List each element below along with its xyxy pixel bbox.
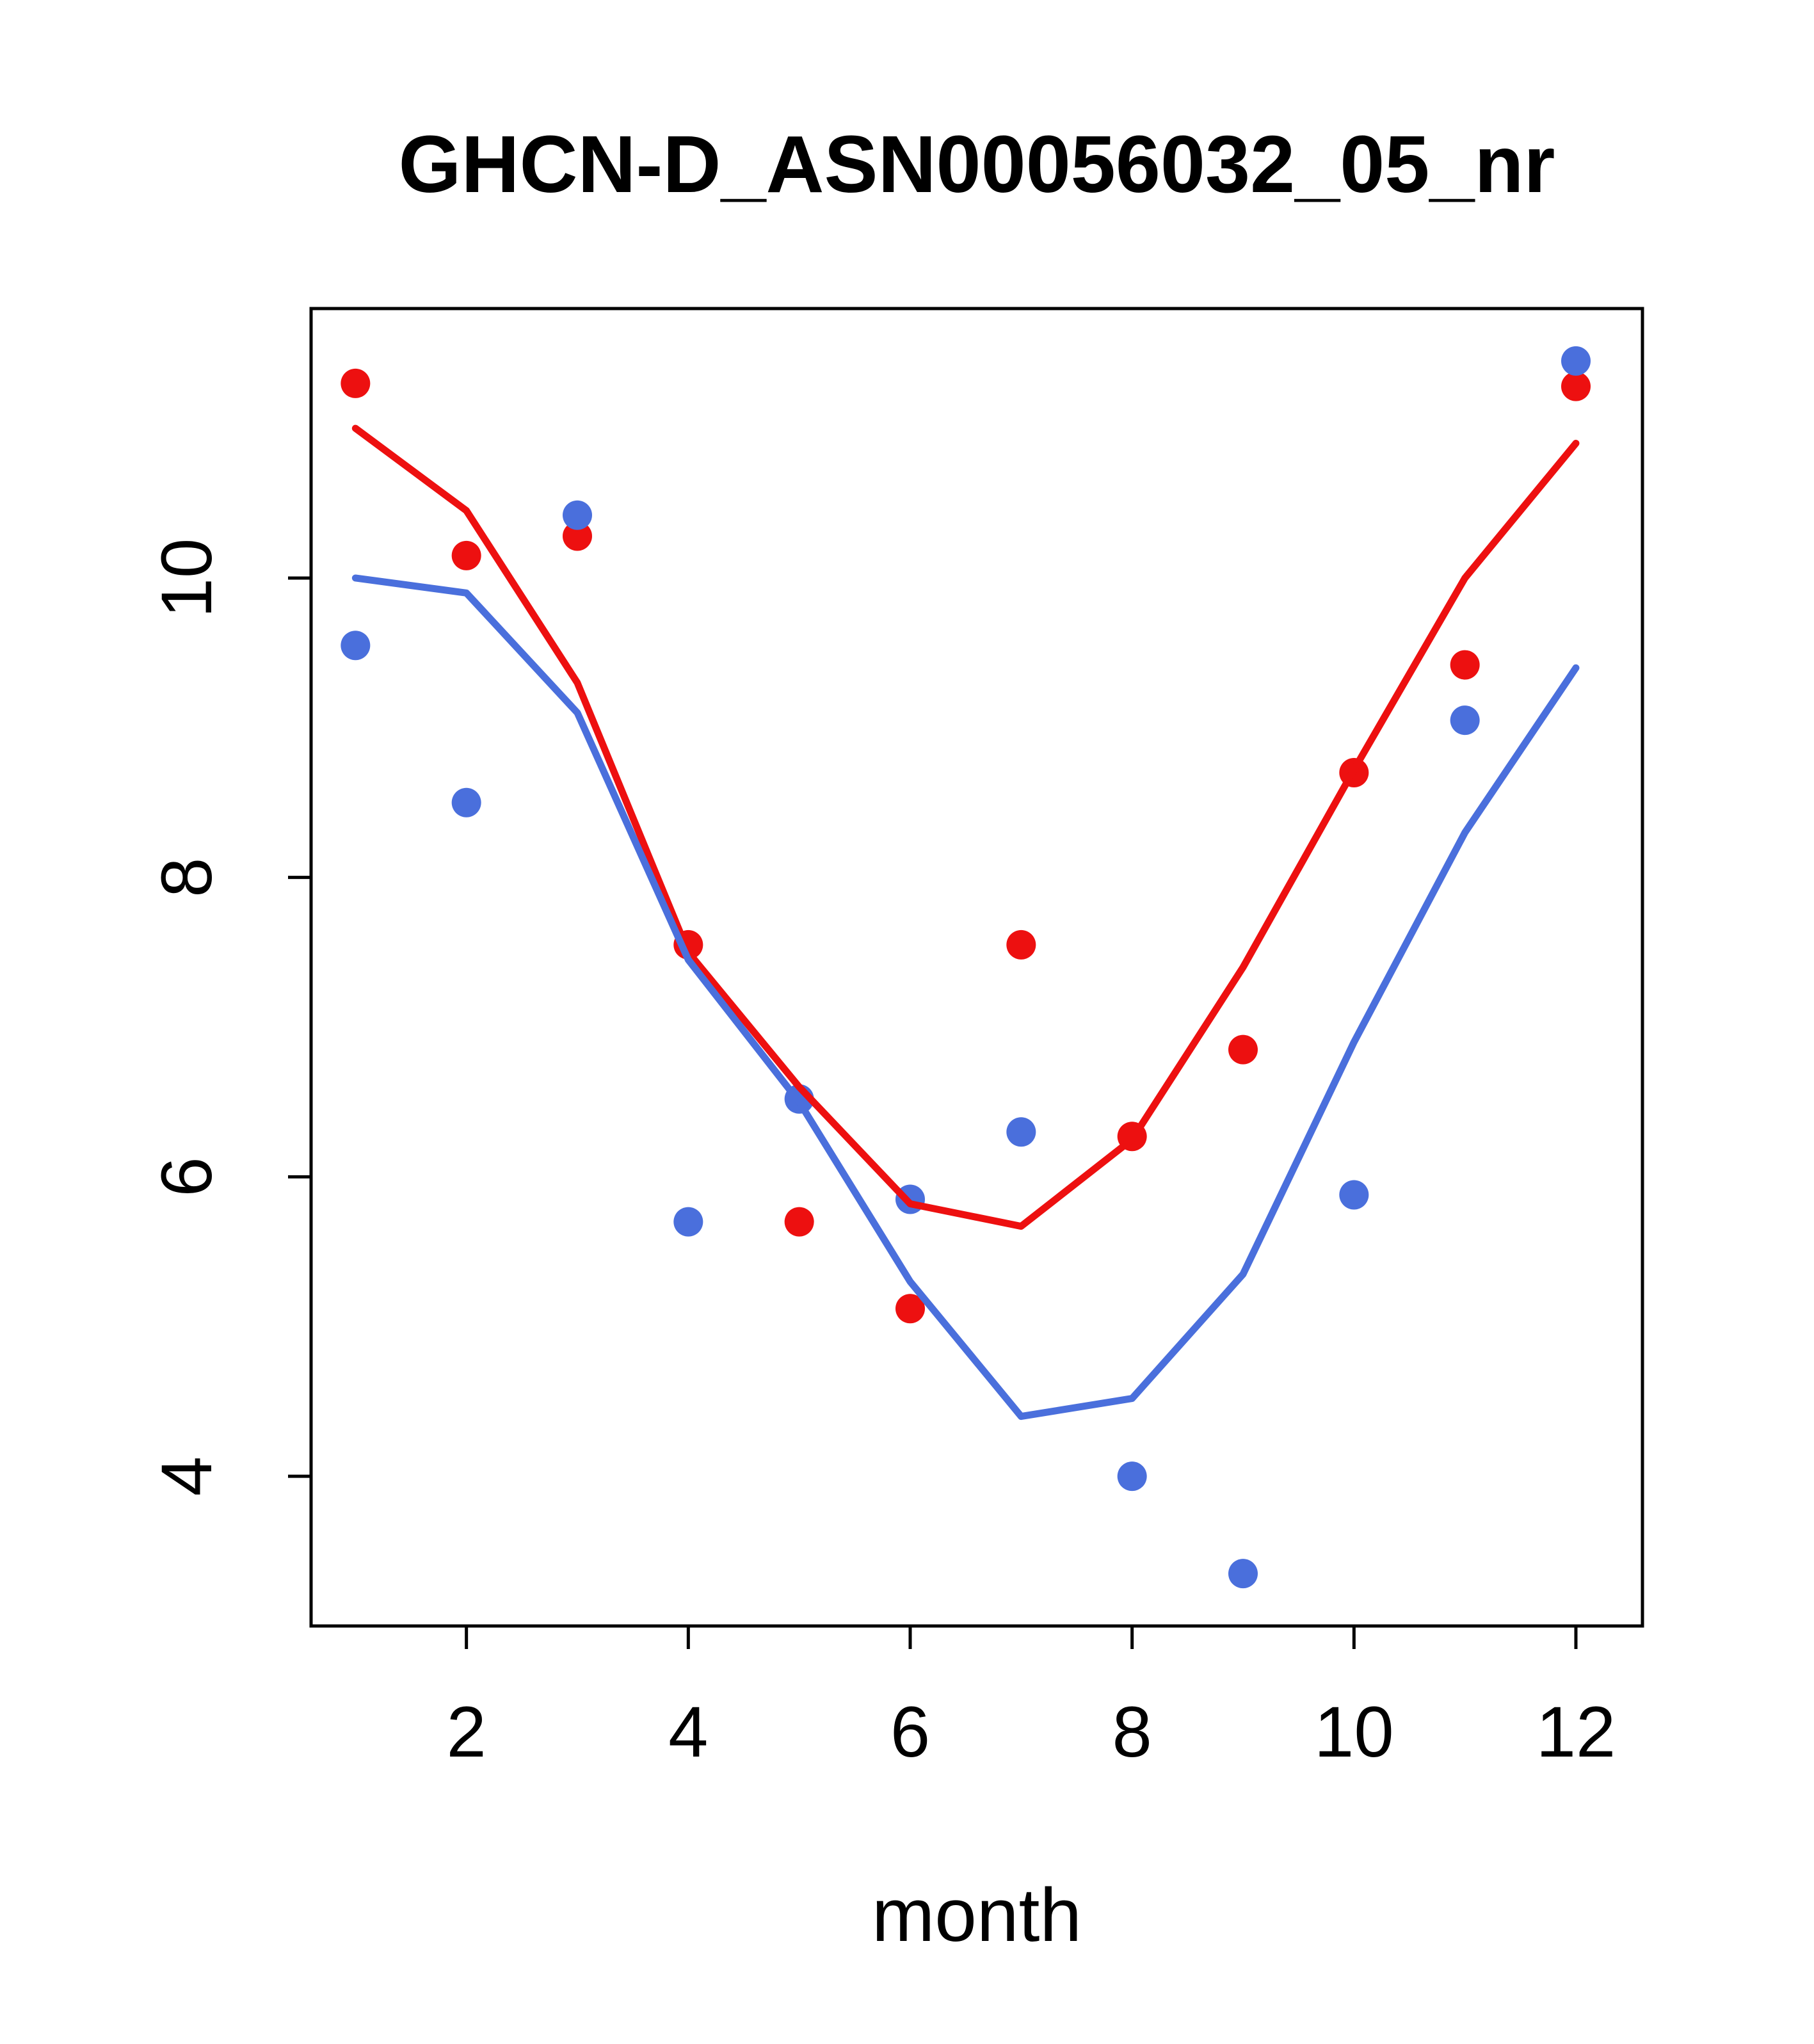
x-tick-label: 2: [447, 1692, 486, 1772]
blue-point: [1561, 346, 1591, 376]
red-point: [563, 521, 592, 551]
x-tick-label: 10: [1314, 1692, 1394, 1772]
blue-point: [673, 1207, 703, 1237]
y-tick-label: 10: [147, 538, 227, 618]
y-tick-label: 8: [147, 858, 227, 897]
blue-point: [341, 631, 371, 661]
blue-point: [451, 787, 481, 817]
blue-point: [1117, 1461, 1147, 1492]
x-tick-label: 4: [668, 1692, 708, 1772]
x-tick-label: 8: [1112, 1692, 1152, 1772]
blue-point: [1339, 1180, 1369, 1210]
plot-area: 2 4 6 8 10 12 4 6 8 10: [147, 307, 1644, 1772]
y-tick-label: 6: [147, 1157, 227, 1196]
x-axis-label: month: [872, 1873, 1082, 1958]
x-tick-label: 6: [890, 1692, 930, 1772]
red-point: [1228, 1034, 1258, 1065]
red-point: [784, 1207, 814, 1237]
blue-smooth-line: [351, 574, 1580, 1420]
red-point: [1006, 929, 1036, 960]
y-tick-label: 4: [147, 1456, 227, 1496]
chart-title: GHCN-D_ASN00056032_05_nr: [399, 119, 1555, 209]
red-smooth-line: [351, 424, 1580, 1230]
red-point: [451, 540, 481, 570]
red-point: [341, 368, 371, 398]
x-tick-label: 12: [1536, 1692, 1616, 1772]
blue-point: [1450, 705, 1480, 736]
blue-point: [563, 500, 592, 530]
red-point: [895, 1294, 925, 1324]
plot-box: [309, 307, 1644, 1628]
red-point: [1450, 650, 1480, 680]
blue-point: [1006, 1117, 1036, 1147]
red-point: [1561, 371, 1591, 401]
blue-point: [1228, 1559, 1258, 1589]
